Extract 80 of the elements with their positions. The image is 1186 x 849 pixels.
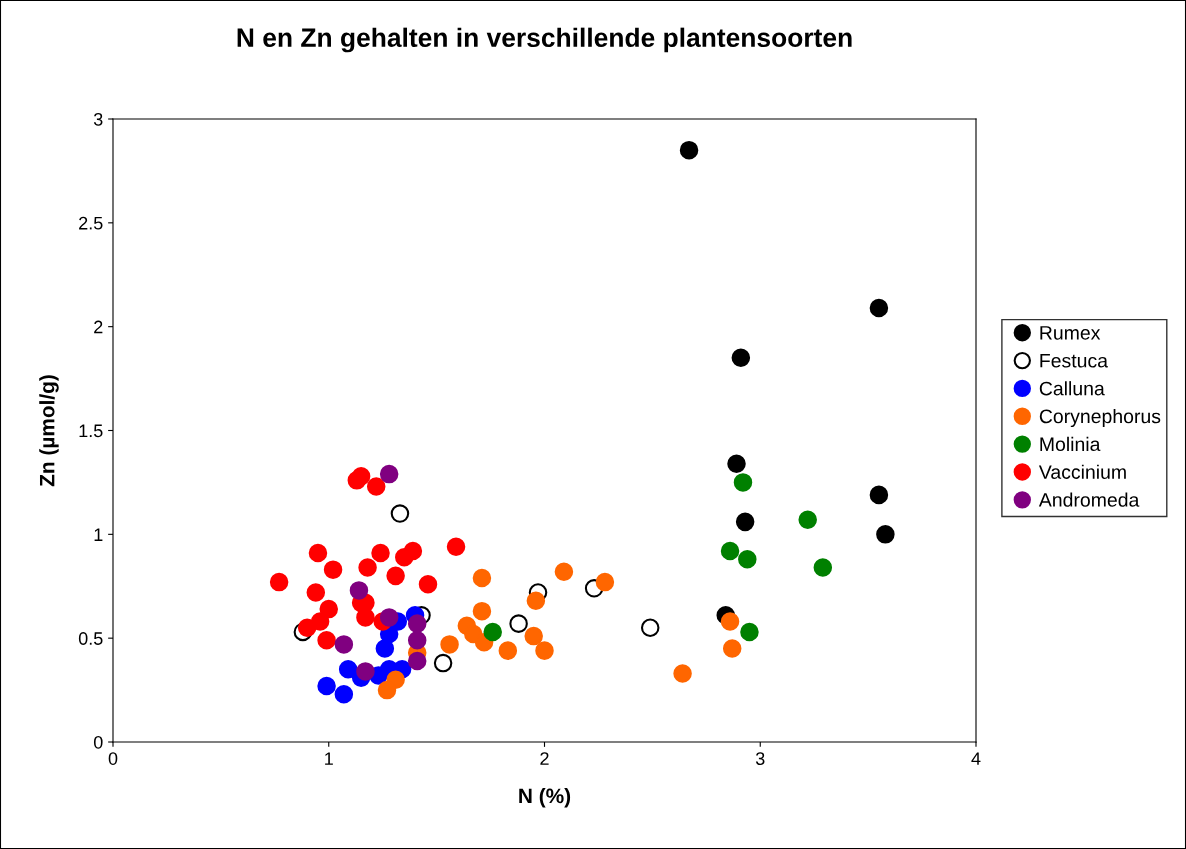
point xyxy=(390,504,410,523)
point xyxy=(498,641,518,660)
point xyxy=(319,599,339,619)
point xyxy=(306,583,326,602)
point xyxy=(446,537,466,557)
point xyxy=(317,676,336,696)
point xyxy=(731,348,751,368)
point xyxy=(356,662,375,681)
point xyxy=(554,562,574,581)
y-axis-title: Zn (µmol/g) xyxy=(39,375,59,487)
y-tick-label: 1.5 xyxy=(79,424,103,438)
point xyxy=(334,635,354,654)
point xyxy=(338,660,358,679)
y-tick-label: 3 xyxy=(93,112,103,126)
point xyxy=(356,608,375,627)
point xyxy=(407,630,427,650)
point xyxy=(308,543,328,563)
point xyxy=(727,454,746,473)
point xyxy=(673,664,692,683)
point xyxy=(371,543,390,563)
point xyxy=(738,550,757,569)
chart-title: N en Zn gehalten in verschillende plantensoorten xyxy=(237,27,852,53)
point xyxy=(323,560,343,579)
legend-label: Calluna xyxy=(1039,381,1105,396)
point xyxy=(440,635,459,654)
point xyxy=(351,466,371,486)
legend-label: Andromeda xyxy=(1038,492,1140,507)
point xyxy=(535,641,554,660)
point xyxy=(375,639,395,658)
point xyxy=(595,572,615,592)
point xyxy=(317,630,336,650)
point xyxy=(526,591,546,611)
point xyxy=(813,558,833,577)
point xyxy=(733,473,753,492)
legend-label: Vaccinium xyxy=(1038,464,1126,479)
point xyxy=(418,574,438,594)
point xyxy=(386,566,405,586)
point xyxy=(720,612,740,631)
point xyxy=(433,653,453,673)
point xyxy=(740,622,759,642)
y-tick-label: 1 xyxy=(94,528,103,541)
y-tick-label: 2.5 xyxy=(79,216,103,230)
legend-label: Molinia xyxy=(1040,436,1101,452)
point xyxy=(349,581,369,600)
point xyxy=(679,140,699,160)
point xyxy=(358,558,377,577)
point xyxy=(334,684,354,704)
legend-label: Corynephorus xyxy=(1039,408,1161,428)
point xyxy=(722,639,742,658)
point xyxy=(869,298,889,318)
point xyxy=(869,485,889,505)
point xyxy=(407,614,427,633)
point xyxy=(798,510,817,530)
point xyxy=(269,572,289,592)
point xyxy=(876,525,895,544)
point xyxy=(509,614,528,633)
point xyxy=(377,680,397,700)
legend-label: Festuca xyxy=(1040,353,1108,368)
point xyxy=(720,541,740,561)
legend-label: Rumex xyxy=(1040,326,1101,340)
point xyxy=(640,618,660,638)
point xyxy=(403,541,423,561)
x-tick-label: 1 xyxy=(325,752,333,765)
point xyxy=(379,608,399,627)
y-tick-label: 2 xyxy=(94,320,103,334)
point xyxy=(472,568,492,588)
point xyxy=(524,626,543,646)
point xyxy=(735,512,755,532)
point xyxy=(366,477,386,496)
point xyxy=(483,622,502,642)
y-tick-label: 0.5 xyxy=(78,632,103,645)
x-tick-label: 3 xyxy=(755,752,765,765)
y-tick-label: 0 xyxy=(93,735,103,749)
x-tick-label: 4 xyxy=(971,752,981,765)
point xyxy=(379,464,399,484)
point xyxy=(407,651,427,671)
x-tick-label: 0 xyxy=(108,752,118,765)
point xyxy=(472,601,492,621)
x-tick-label: 2 xyxy=(540,752,549,765)
x-axis-title: N (%) xyxy=(519,788,571,808)
